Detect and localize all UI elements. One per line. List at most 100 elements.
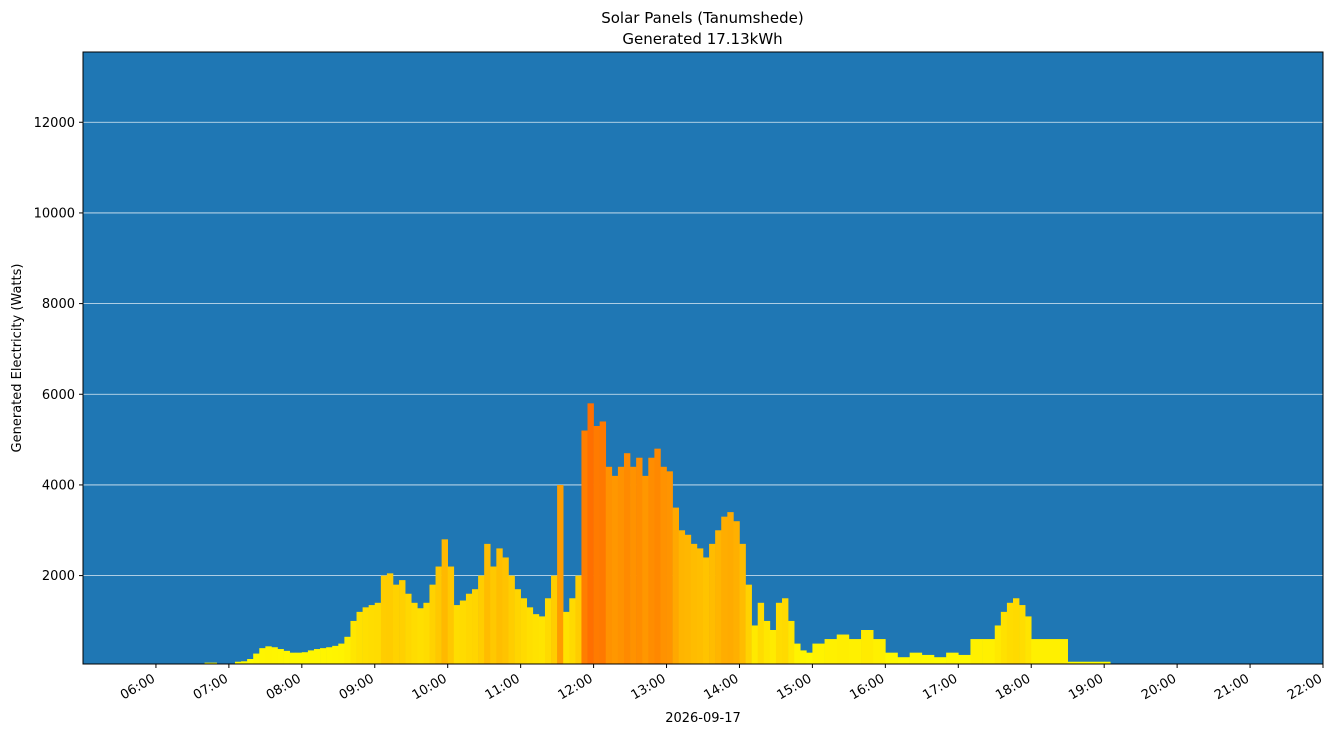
x-tick-label: 17:00 [920,671,960,703]
bar [1031,639,1069,664]
bar [794,643,801,664]
bar [745,584,752,664]
bar [453,605,461,664]
bar [751,625,759,664]
bar [502,557,509,664]
bar [861,630,874,664]
bar [982,639,996,664]
x-axis-label: 2026-09-17 [665,711,741,726]
bar [617,466,625,664]
y-tick-label: 8000 [42,297,75,312]
x-tick-label: 19:00 [1066,671,1106,703]
bar [757,602,765,664]
bar [508,575,515,664]
bar [666,471,673,664]
bar [569,598,576,664]
bar [435,566,442,664]
bar [386,573,394,664]
bar [532,614,540,664]
bar [295,652,303,664]
bar [393,584,400,664]
bar [563,611,570,664]
bar [374,602,382,664]
bar [921,654,935,664]
x-tick-label: 13:00 [629,671,669,703]
bar [733,521,740,664]
bar [824,639,838,664]
bar [709,543,716,664]
bar [247,659,254,664]
x-tick-label: 07:00 [191,671,231,703]
bar [994,625,1002,664]
bar [636,457,643,664]
bars [204,403,1111,664]
bar [544,598,552,664]
x-tick-label: 20:00 [1139,671,1179,703]
bar [946,652,959,664]
x-axis: 06:00 07:00 08:00 09:00 10:00 11:00 12:00 13:00… [118,664,1325,703]
bar [806,652,813,664]
bar [259,648,266,664]
bar [204,662,218,664]
bar [320,648,327,664]
bar [727,512,734,664]
x-tick-label: 09:00 [337,671,377,703]
bar [526,607,534,664]
bar [721,516,728,664]
bar [356,611,363,664]
bar [484,543,491,664]
x-tick-label: 22:00 [1285,671,1325,703]
bar [775,602,783,664]
bar [605,466,613,664]
y-tick-label: 2000 [42,569,75,584]
bar [1013,598,1020,664]
bar [271,647,278,664]
bar [459,600,467,664]
x-tick-label: 15:00 [774,671,814,703]
bar [538,616,546,664]
bar [399,580,406,664]
bar [1006,602,1014,664]
bar [350,620,357,664]
y-tick-label: 10000 [34,206,75,221]
bar [429,584,436,664]
y-tick-label: 6000 [42,388,75,403]
bar [623,453,631,664]
bar [338,643,345,664]
bar [581,430,588,664]
bar [289,652,297,664]
bar [417,608,424,664]
bar [441,539,449,664]
bar [690,543,698,664]
bar [1067,661,1105,664]
bar [326,647,333,664]
bar [313,649,321,664]
bar [411,602,418,664]
chart-title: Solar Panels (Tanumshede) [601,9,804,27]
bar [575,575,582,664]
bar [788,620,795,664]
bar [611,475,619,664]
bar [836,634,850,664]
bar [551,575,558,664]
bar [307,650,315,664]
bar [642,475,649,664]
bar [380,575,388,664]
bar [472,589,479,664]
bar [715,530,722,664]
bar [490,566,497,664]
bar [660,466,667,664]
x-tick-label: 12:00 [556,671,596,703]
bar [514,589,521,664]
bar [885,652,898,664]
bar [265,646,272,664]
bar [909,652,923,664]
y-tick-label: 4000 [42,478,75,493]
plot-frame [82,51,1324,665]
x-tick-label: 14:00 [702,671,742,703]
bar [897,657,910,664]
bar [283,650,290,664]
x-tick-label: 06:00 [118,671,158,703]
bar [241,661,248,664]
x-tick-label: 21:00 [1212,671,1252,703]
